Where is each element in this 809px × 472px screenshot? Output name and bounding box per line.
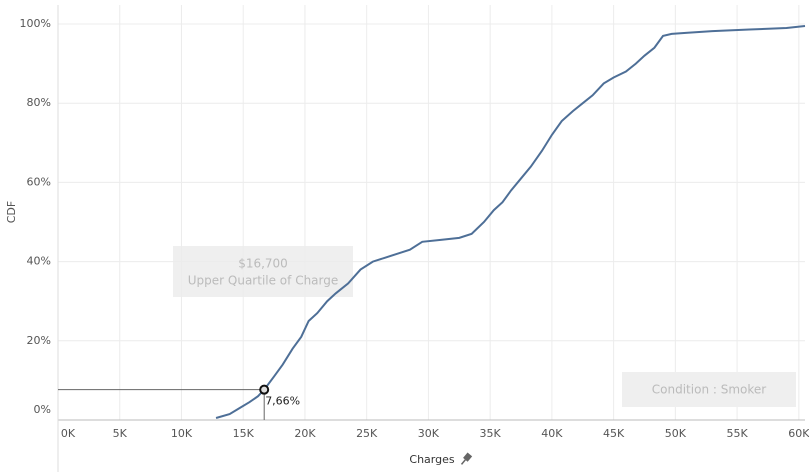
x-tick-label: 5K — [113, 427, 128, 440]
x-axis-title: Charges — [409, 453, 454, 466]
annotation-text: Upper Quartile of Charge — [188, 274, 339, 288]
y-tick-label: 20% — [27, 334, 51, 347]
annotation-box — [173, 246, 353, 297]
annotation-value: $16,700 — [238, 257, 288, 271]
x-tick-label: 25K — [356, 427, 378, 440]
x-tick-label: 60K — [788, 427, 809, 440]
x-tick-label: 45K — [603, 427, 625, 440]
y-tick-label: 0% — [34, 403, 51, 416]
pin-icon — [460, 452, 473, 465]
x-tick-label: 35K — [480, 427, 502, 440]
marker-label: 7,66% — [265, 395, 300, 408]
x-tick-label: 20K — [294, 427, 316, 440]
x-tick-label: 50K — [665, 427, 687, 440]
cdf-line — [215, 24, 806, 419]
x-tick-label: 0K — [61, 427, 76, 440]
x-tick-label: 55K — [726, 427, 748, 440]
y-tick-label: 100% — [20, 17, 51, 30]
y-tick-label: 80% — [27, 96, 51, 109]
x-tick-label: 10K — [171, 427, 193, 440]
x-tick-label: 30K — [418, 427, 440, 440]
x-tick-label: 15K — [233, 427, 255, 440]
filter-label: Condition : Smoker — [652, 383, 766, 397]
marker-point — [259, 384, 270, 395]
y-axis-title: CDF — [5, 201, 18, 223]
filter-box — [622, 372, 796, 407]
y-tick-label: 40% — [27, 255, 51, 268]
y-tick-label: 60% — [27, 175, 51, 188]
x-tick-label: 40K — [541, 427, 563, 440]
